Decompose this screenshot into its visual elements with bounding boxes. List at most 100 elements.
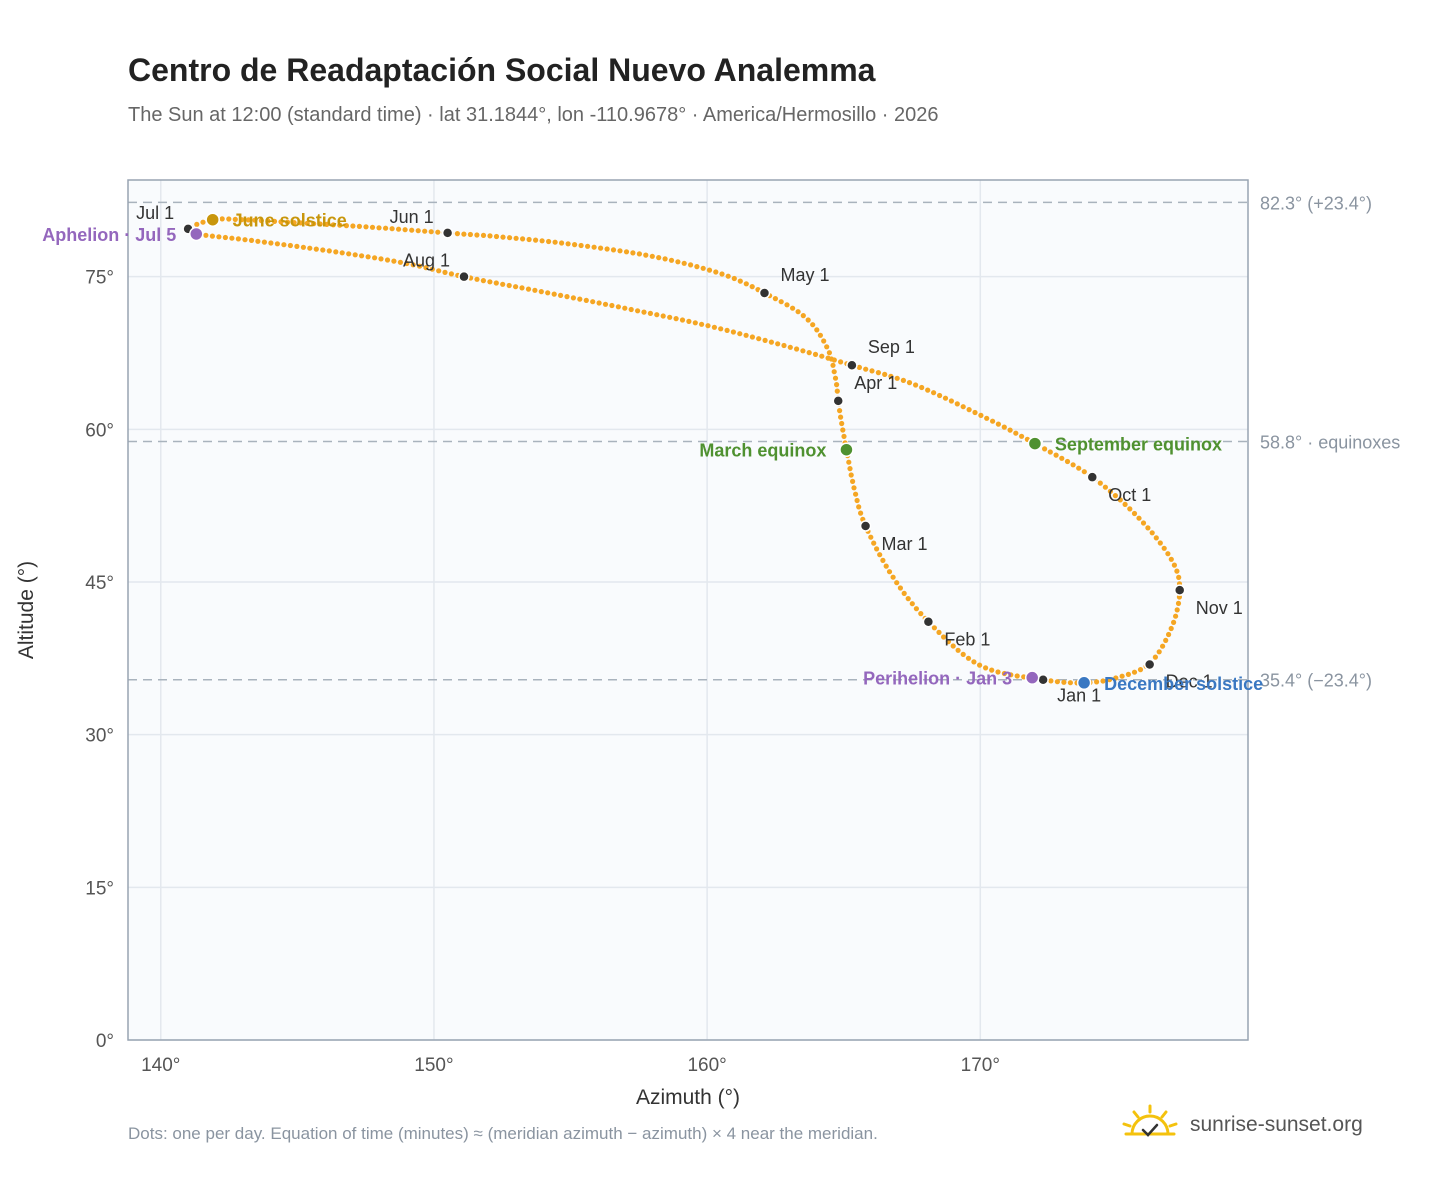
daily-sun-dot bbox=[749, 284, 755, 290]
daily-sun-dot bbox=[995, 669, 1001, 675]
daily-sun-dot bbox=[1112, 493, 1118, 499]
daily-sun-dot bbox=[673, 316, 679, 322]
daily-sun-dot bbox=[913, 382, 919, 388]
daily-sun-dot bbox=[300, 244, 306, 250]
daily-sun-dot bbox=[900, 377, 907, 383]
daily-sun-dot bbox=[487, 233, 493, 239]
daily-sun-dot bbox=[304, 220, 310, 226]
daily-sun-dot bbox=[442, 269, 448, 275]
daily-sun-dot bbox=[966, 407, 972, 413]
daily-sun-dot bbox=[978, 412, 984, 418]
month-marker bbox=[1173, 584, 1186, 596]
daily-sun-dot bbox=[863, 366, 869, 372]
daily-sun-dot bbox=[743, 332, 749, 338]
y-tick-label: 75° bbox=[85, 268, 114, 289]
daily-sun-dot bbox=[718, 326, 724, 332]
x-tick-label: 170° bbox=[961, 1055, 1000, 1076]
reference-line-label: 82.3° (+23.4°) bbox=[1260, 193, 1372, 213]
daily-sun-dot bbox=[871, 540, 877, 546]
daily-sun-dot bbox=[436, 268, 442, 274]
daily-sun-dot bbox=[346, 251, 352, 257]
daily-sun-dot bbox=[848, 472, 854, 478]
daily-sun-dot bbox=[838, 414, 844, 420]
daily-sun-dot bbox=[248, 237, 255, 243]
daily-sun-dot bbox=[1008, 672, 1014, 678]
daily-sun-dot bbox=[817, 332, 824, 338]
daily-sun-dot bbox=[583, 297, 589, 303]
daily-sun-dot bbox=[705, 323, 711, 329]
daily-sun-dot bbox=[942, 395, 949, 401]
daily-sun-dot bbox=[1174, 607, 1180, 613]
daily-sun-dot bbox=[1165, 551, 1171, 557]
daily-sun-dot bbox=[989, 667, 995, 673]
y-tick-label: 0° bbox=[96, 1031, 114, 1052]
daily-sun-dot bbox=[330, 222, 336, 228]
month-marker bbox=[1143, 658, 1156, 671]
month-marker bbox=[1037, 673, 1049, 686]
daily-sun-dot bbox=[800, 348, 806, 354]
event-label: December solstice bbox=[1104, 674, 1263, 694]
daily-sun-dot bbox=[226, 216, 232, 222]
daily-sun-dot bbox=[222, 234, 228, 241]
daily-sun-dot bbox=[410, 262, 416, 268]
daily-sun-dot bbox=[1007, 427, 1013, 433]
daily-sun-dot bbox=[868, 534, 874, 540]
daily-sun-dot bbox=[1001, 670, 1008, 677]
daily-sun-dot bbox=[1140, 520, 1147, 526]
daily-sun-dot bbox=[326, 248, 332, 254]
daily-sun-dot bbox=[919, 384, 925, 391]
daily-sun-dot bbox=[937, 392, 943, 399]
brand-logo[interactable]: sunrise-sunset.org bbox=[1120, 1104, 1400, 1148]
daily-sun-dot bbox=[679, 317, 686, 323]
daily-sun-dot bbox=[731, 275, 737, 282]
daily-sun-dot bbox=[558, 292, 564, 298]
daily-sun-dot bbox=[875, 370, 882, 376]
daily-sun-dot bbox=[890, 574, 896, 580]
daily-sun-dot bbox=[1153, 535, 1159, 541]
daily-sun-dot bbox=[737, 278, 743, 284]
event-marker bbox=[189, 226, 204, 242]
daily-sun-dot bbox=[931, 390, 937, 396]
plot-frame bbox=[127, 179, 1249, 1041]
daily-sun-dot bbox=[546, 238, 552, 245]
daily-sun-dot bbox=[972, 409, 978, 416]
daily-sun-dot bbox=[1070, 462, 1076, 468]
month-label: May 1 bbox=[780, 265, 829, 285]
daily-sun-dot bbox=[925, 387, 931, 393]
daily-sun-dot bbox=[513, 235, 519, 241]
daily-sun-dot bbox=[1117, 497, 1123, 503]
daily-sun-dot bbox=[287, 242, 293, 249]
daily-sun-dot bbox=[448, 271, 454, 277]
daily-sun-dot bbox=[602, 301, 609, 307]
daily-sun-dot bbox=[383, 225, 389, 231]
daily-sun-dot bbox=[901, 590, 907, 597]
daily-sun-dot bbox=[285, 219, 291, 225]
daily-sun-dot bbox=[565, 241, 571, 247]
chart-title: Centro de Readaptación Social Nuevo Anal… bbox=[128, 52, 876, 88]
month-label: Feb 1 bbox=[944, 630, 990, 650]
daily-sun-dot bbox=[743, 281, 749, 287]
daily-sun-dot bbox=[539, 238, 545, 244]
event-marker bbox=[839, 442, 854, 457]
daily-sun-dot bbox=[990, 418, 996, 424]
daily-sun-dot bbox=[365, 254, 371, 260]
daily-sun-dot bbox=[1064, 458, 1071, 465]
daily-sun-dot bbox=[894, 375, 900, 381]
daily-sun-dot bbox=[261, 239, 267, 245]
daily-sun-dot bbox=[493, 233, 500, 240]
footnote: Dots: one per day. Equation of time (min… bbox=[128, 1124, 878, 1143]
daily-sun-dot bbox=[1102, 484, 1108, 490]
daily-sun-dot bbox=[749, 334, 756, 340]
daily-sun-dot bbox=[1048, 678, 1054, 684]
daily-sun-dot bbox=[832, 375, 839, 381]
daily-sun-dot bbox=[596, 300, 602, 306]
daily-sun-dot bbox=[636, 251, 643, 257]
daily-sun-dot bbox=[831, 357, 837, 363]
month-marker bbox=[846, 359, 858, 371]
daily-sun-dot bbox=[545, 290, 551, 296]
daily-sun-dot bbox=[768, 339, 775, 345]
daily-sun-dot bbox=[435, 229, 441, 235]
daily-sun-dot bbox=[339, 250, 345, 256]
daily-sun-dot bbox=[474, 232, 480, 238]
daily-sun-dot bbox=[795, 309, 801, 315]
